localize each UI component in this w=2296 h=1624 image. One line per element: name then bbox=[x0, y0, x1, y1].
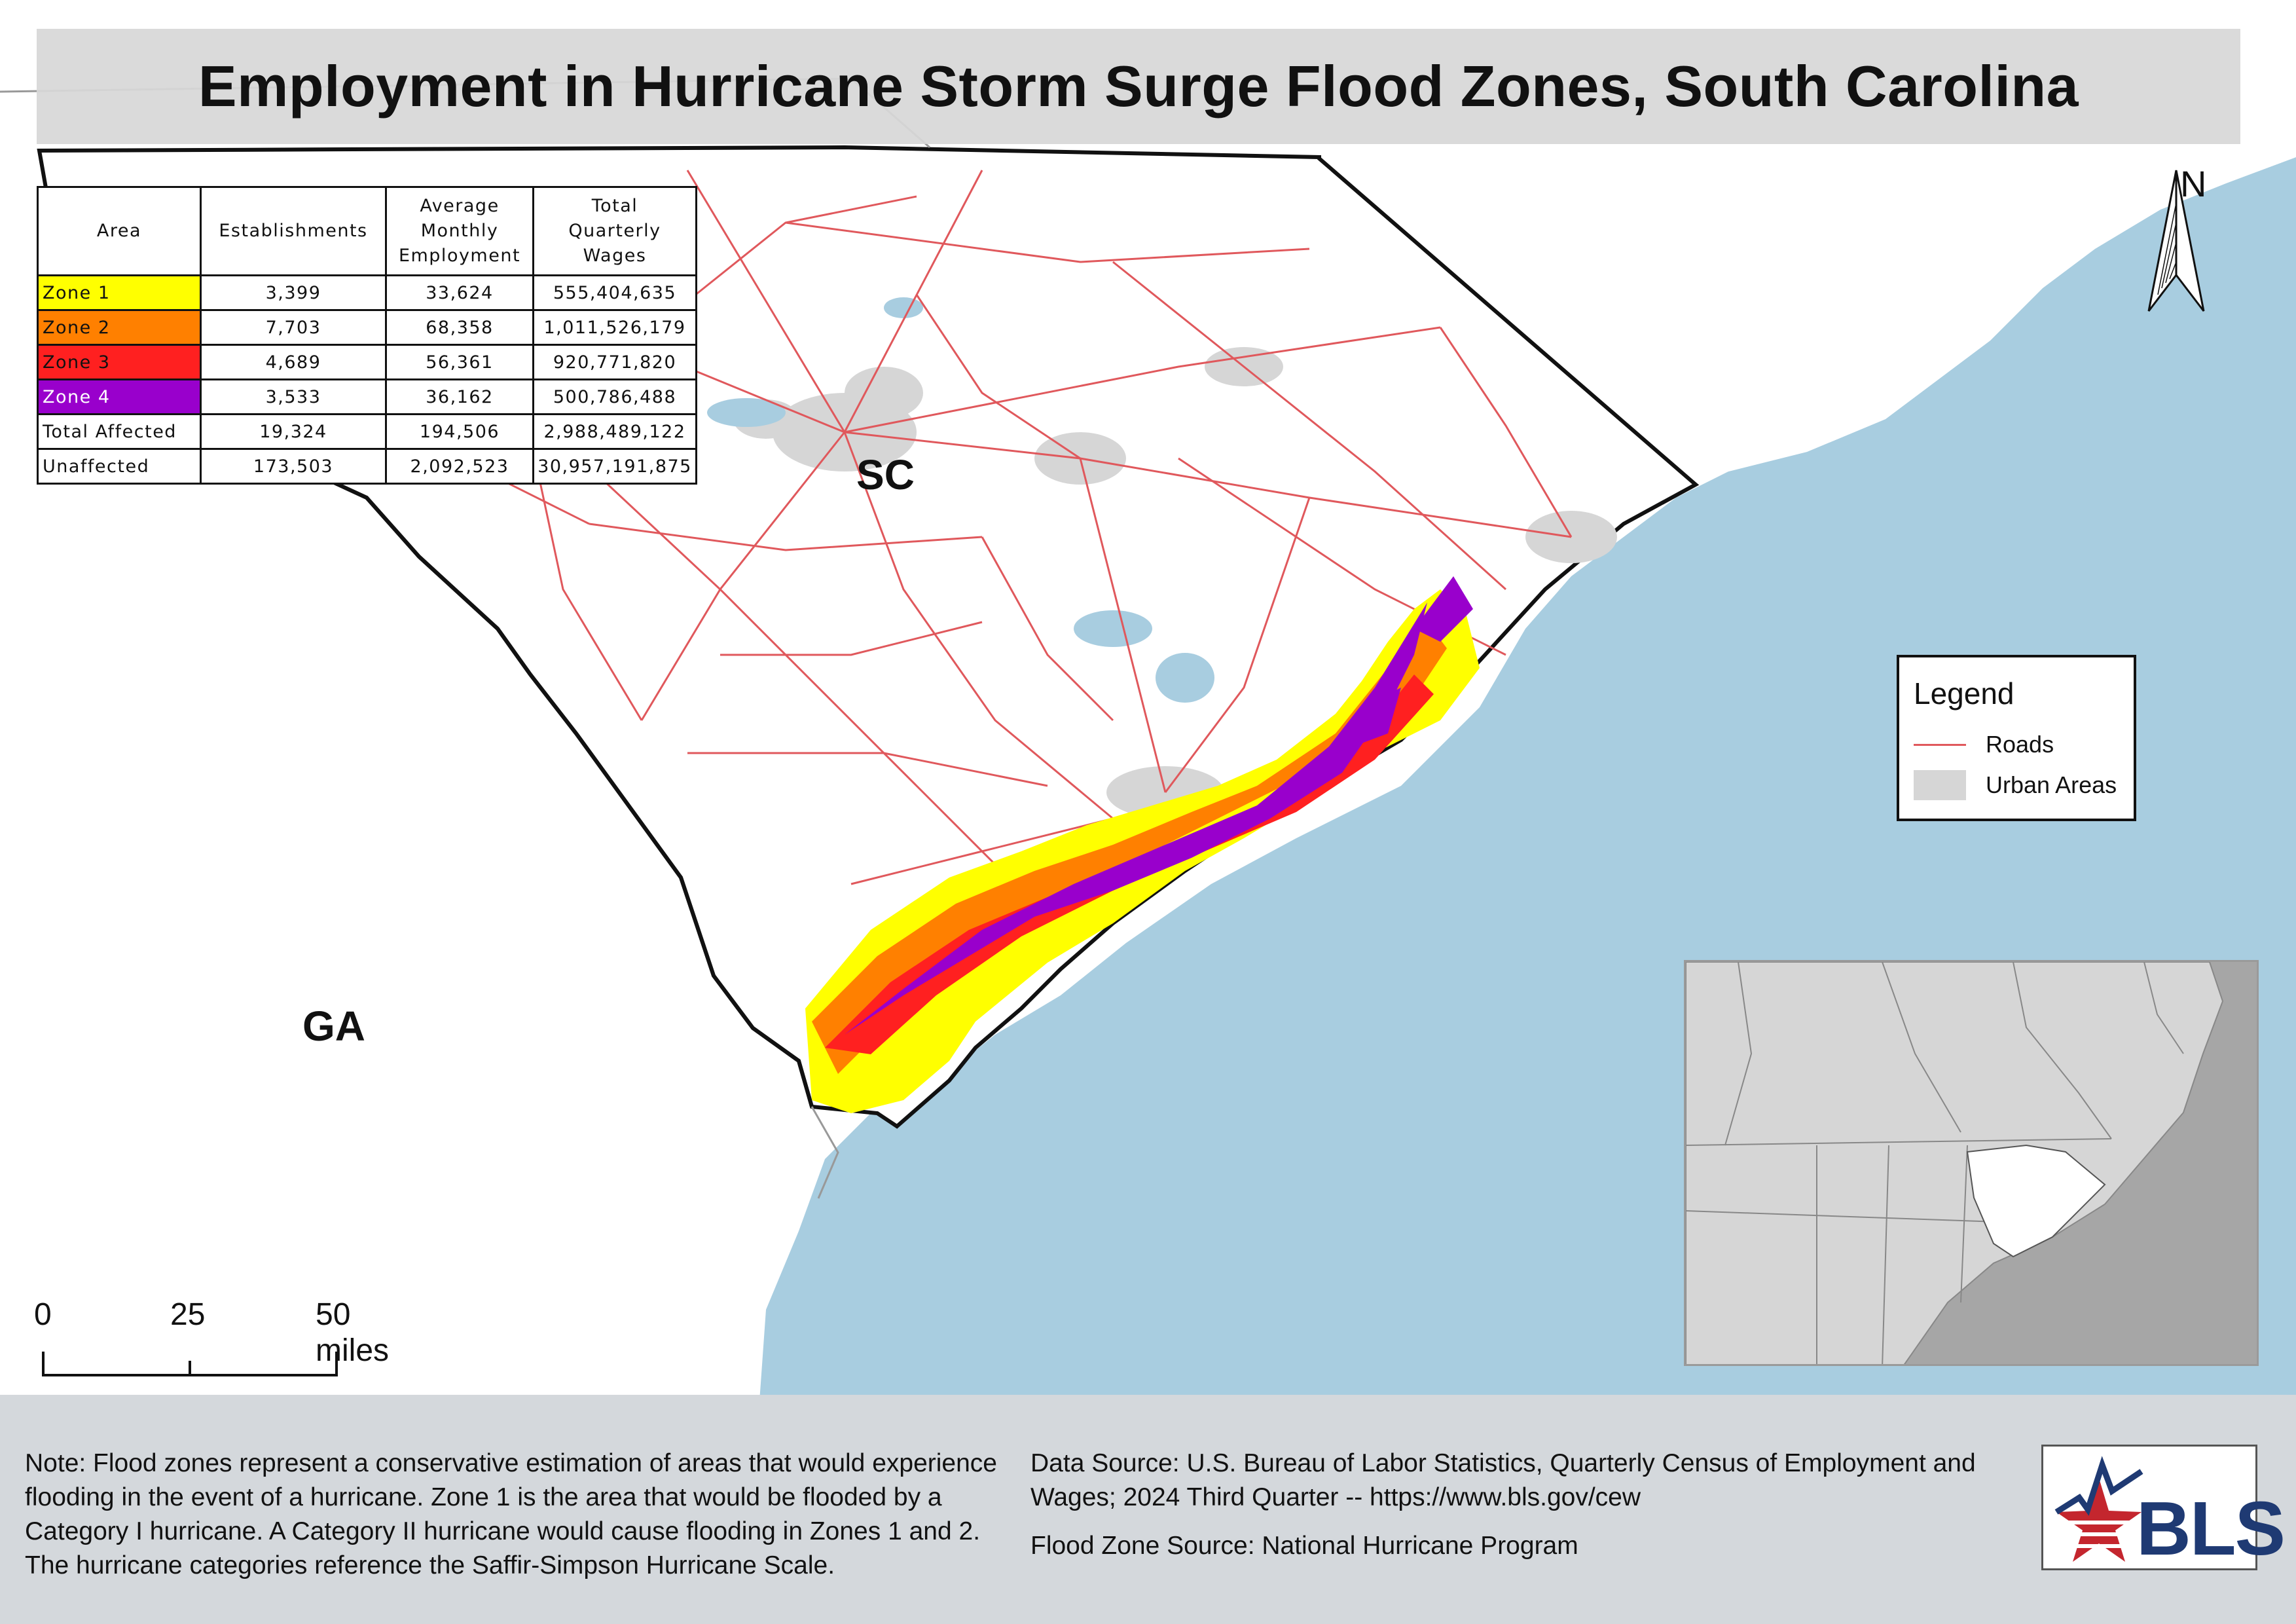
urban-swatch bbox=[1914, 770, 1966, 800]
map-title: Employment in Hurricane Storm Surge Floo… bbox=[198, 54, 2079, 119]
employment-table: Area Establishments Average Monthly Empl… bbox=[37, 186, 697, 485]
establishments-cell: 3,533 bbox=[200, 378, 387, 415]
table-row: Zone 2 7,703 68,358 1,011,526,179 bbox=[37, 309, 697, 346]
header-establishments: Establishments bbox=[200, 186, 387, 276]
roads-swatch bbox=[1914, 743, 1966, 746]
note-text: Note: Flood zones represent a conservati… bbox=[25, 1449, 997, 1579]
table-row: Zone 3 4,689 56,361 920,771,820 bbox=[37, 344, 697, 380]
inset-map-canvas bbox=[1686, 962, 2257, 1364]
sc-label: SC bbox=[856, 451, 915, 498]
north-letter: N bbox=[2180, 163, 2207, 204]
establishments-cell: 173,503 bbox=[200, 448, 387, 485]
employment-cell: 56,361 bbox=[385, 344, 534, 380]
employment-cell: 194,506 bbox=[385, 413, 534, 450]
area-cell: Zone 4 bbox=[37, 378, 202, 415]
header-employment-line: Monthly bbox=[420, 221, 499, 241]
header-wages-line: Quarterly bbox=[568, 221, 661, 241]
legend: Legend Roads Urban Areas bbox=[1897, 655, 2136, 821]
wages-cell: 30,957,191,875 bbox=[532, 448, 697, 485]
header-employment-line: Employment bbox=[398, 246, 521, 266]
area-cell: Zone 3 bbox=[37, 344, 202, 380]
flood-zones bbox=[805, 576, 1480, 1113]
wages-cell: 2,988,489,122 bbox=[532, 413, 697, 450]
establishments-cell: 4,689 bbox=[200, 344, 387, 380]
area-cell: Zone 2 bbox=[37, 309, 202, 346]
header-wages: Total Quarterly Wages bbox=[532, 186, 697, 276]
header-wages-line: Total bbox=[591, 196, 638, 216]
table-row: Unaffected 173,503 2,092,523 30,957,191,… bbox=[37, 448, 697, 485]
flood-zone-source-text: Flood Zone Source: National Hurricane Pr… bbox=[1030, 1532, 1578, 1560]
employment-cell: 33,624 bbox=[385, 274, 534, 311]
bls-star-icon bbox=[2054, 1456, 2143, 1562]
wages-cell: 500,786,488 bbox=[532, 378, 697, 415]
header-area: Area bbox=[37, 186, 202, 276]
wages-cell: 920,771,820 bbox=[532, 344, 697, 380]
footer-panel bbox=[0, 1395, 2296, 1624]
wages-cell: 555,404,635 bbox=[532, 274, 697, 311]
establishments-cell: 3,399 bbox=[200, 274, 387, 311]
establishments-cell: 19,324 bbox=[200, 413, 387, 450]
title-bar: Employment in Hurricane Storm Surge Floo… bbox=[37, 29, 2240, 144]
scale-bar-graphic bbox=[42, 1352, 338, 1376]
table-header-row: Area Establishments Average Monthly Empl… bbox=[37, 186, 697, 276]
legend-item-urban-areas: Urban Areas bbox=[1914, 770, 2117, 800]
scale-bar: 0 25 50 miles bbox=[30, 1297, 389, 1382]
legend-title: Legend bbox=[1914, 676, 2014, 710]
legend-item-roads: Roads bbox=[1914, 731, 2054, 758]
inset-sc-highlight bbox=[1966, 1144, 2106, 1258]
scale-tick-label: 0 bbox=[34, 1297, 52, 1332]
employment-cell: 68,358 bbox=[385, 309, 534, 346]
lakes bbox=[707, 297, 1214, 703]
employment-cell: 36,162 bbox=[385, 378, 534, 415]
area-cell: Unaffected bbox=[37, 448, 202, 485]
bls-logo: BLS bbox=[2041, 1445, 2286, 1571]
header-wages-line: Wages bbox=[583, 246, 647, 266]
establishments-cell: 7,703 bbox=[200, 309, 387, 346]
scale-tick-label: 50 miles bbox=[316, 1297, 390, 1368]
wages-cell: 1,011,526,179 bbox=[532, 309, 697, 346]
table-row: Zone 1 3,399 33,624 555,404,635 bbox=[37, 274, 697, 311]
employment-cell: 2,092,523 bbox=[385, 448, 534, 485]
inset-locator-map bbox=[1684, 960, 2259, 1366]
scale-tick-label: 25 bbox=[170, 1297, 206, 1332]
legend-label: Roads bbox=[1986, 731, 2054, 758]
bls-logo-text: BLS bbox=[2136, 1486, 2286, 1571]
header-employment: Average Monthly Employment bbox=[385, 186, 534, 276]
table-row: Zone 4 3,533 36,162 500,786,488 bbox=[37, 378, 697, 415]
legend-label: Urban Areas bbox=[1986, 771, 2117, 798]
area-cell: Zone 1 bbox=[37, 274, 202, 311]
header-employment-line: Average bbox=[420, 196, 500, 216]
table-row: Total Affected 19,324 194,506 2,988,489,… bbox=[37, 413, 697, 450]
north-arrow-icon bbox=[2147, 170, 2205, 312]
data-source-text: Data Source: U.S. Bureau of Labor Statis… bbox=[1030, 1449, 1976, 1511]
area-cell: Total Affected bbox=[37, 413, 202, 450]
ga-label: GA bbox=[302, 1003, 365, 1050]
